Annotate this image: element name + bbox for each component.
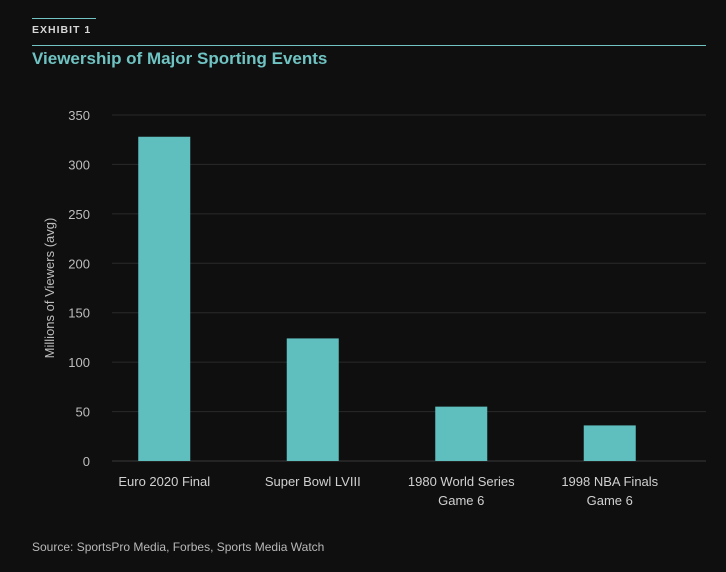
x-category-label: 1980 World Series Game 6 — [408, 474, 515, 508]
header-rule — [32, 45, 706, 46]
x-category-label: Super Bowl LVIII — [265, 474, 361, 489]
y-axis-ticks: 0 50 100 150 200 250 300 350 — [68, 108, 90, 469]
bars — [138, 136, 636, 461]
exhibit-label: EXHIBIT 1 — [32, 24, 92, 36]
exhibit-accent-line — [32, 18, 96, 19]
bar — [138, 136, 191, 461]
chart-title: Viewership of Major Sporting Events — [32, 49, 328, 68]
y-tick-label: 0 — [83, 454, 90, 469]
x-category-label: 1998 NBA Finals Game 6 — [561, 474, 658, 508]
x-axis-categories: Euro 2020 Final Super Bowl LVIII 1980 Worl… — [118, 474, 658, 508]
y-tick-label: 50 — [76, 405, 90, 420]
y-tick-label: 100 — [68, 355, 90, 370]
y-axis-label: Millions of Viewers (avg) — [42, 218, 57, 359]
x-category-label: Euro 2020 Final — [118, 474, 210, 489]
y-tick-label: 300 — [68, 157, 90, 172]
bar — [435, 406, 488, 461]
bar — [583, 425, 636, 461]
y-tick-label: 250 — [68, 207, 90, 222]
gridlines — [112, 114, 706, 462]
source-note: Source: SportsPro Media, Forbes, Sports … — [32, 540, 325, 554]
y-tick-label: 200 — [68, 256, 90, 271]
y-tick-label: 350 — [68, 108, 90, 123]
bar — [286, 338, 339, 461]
y-tick-label: 150 — [68, 306, 90, 321]
